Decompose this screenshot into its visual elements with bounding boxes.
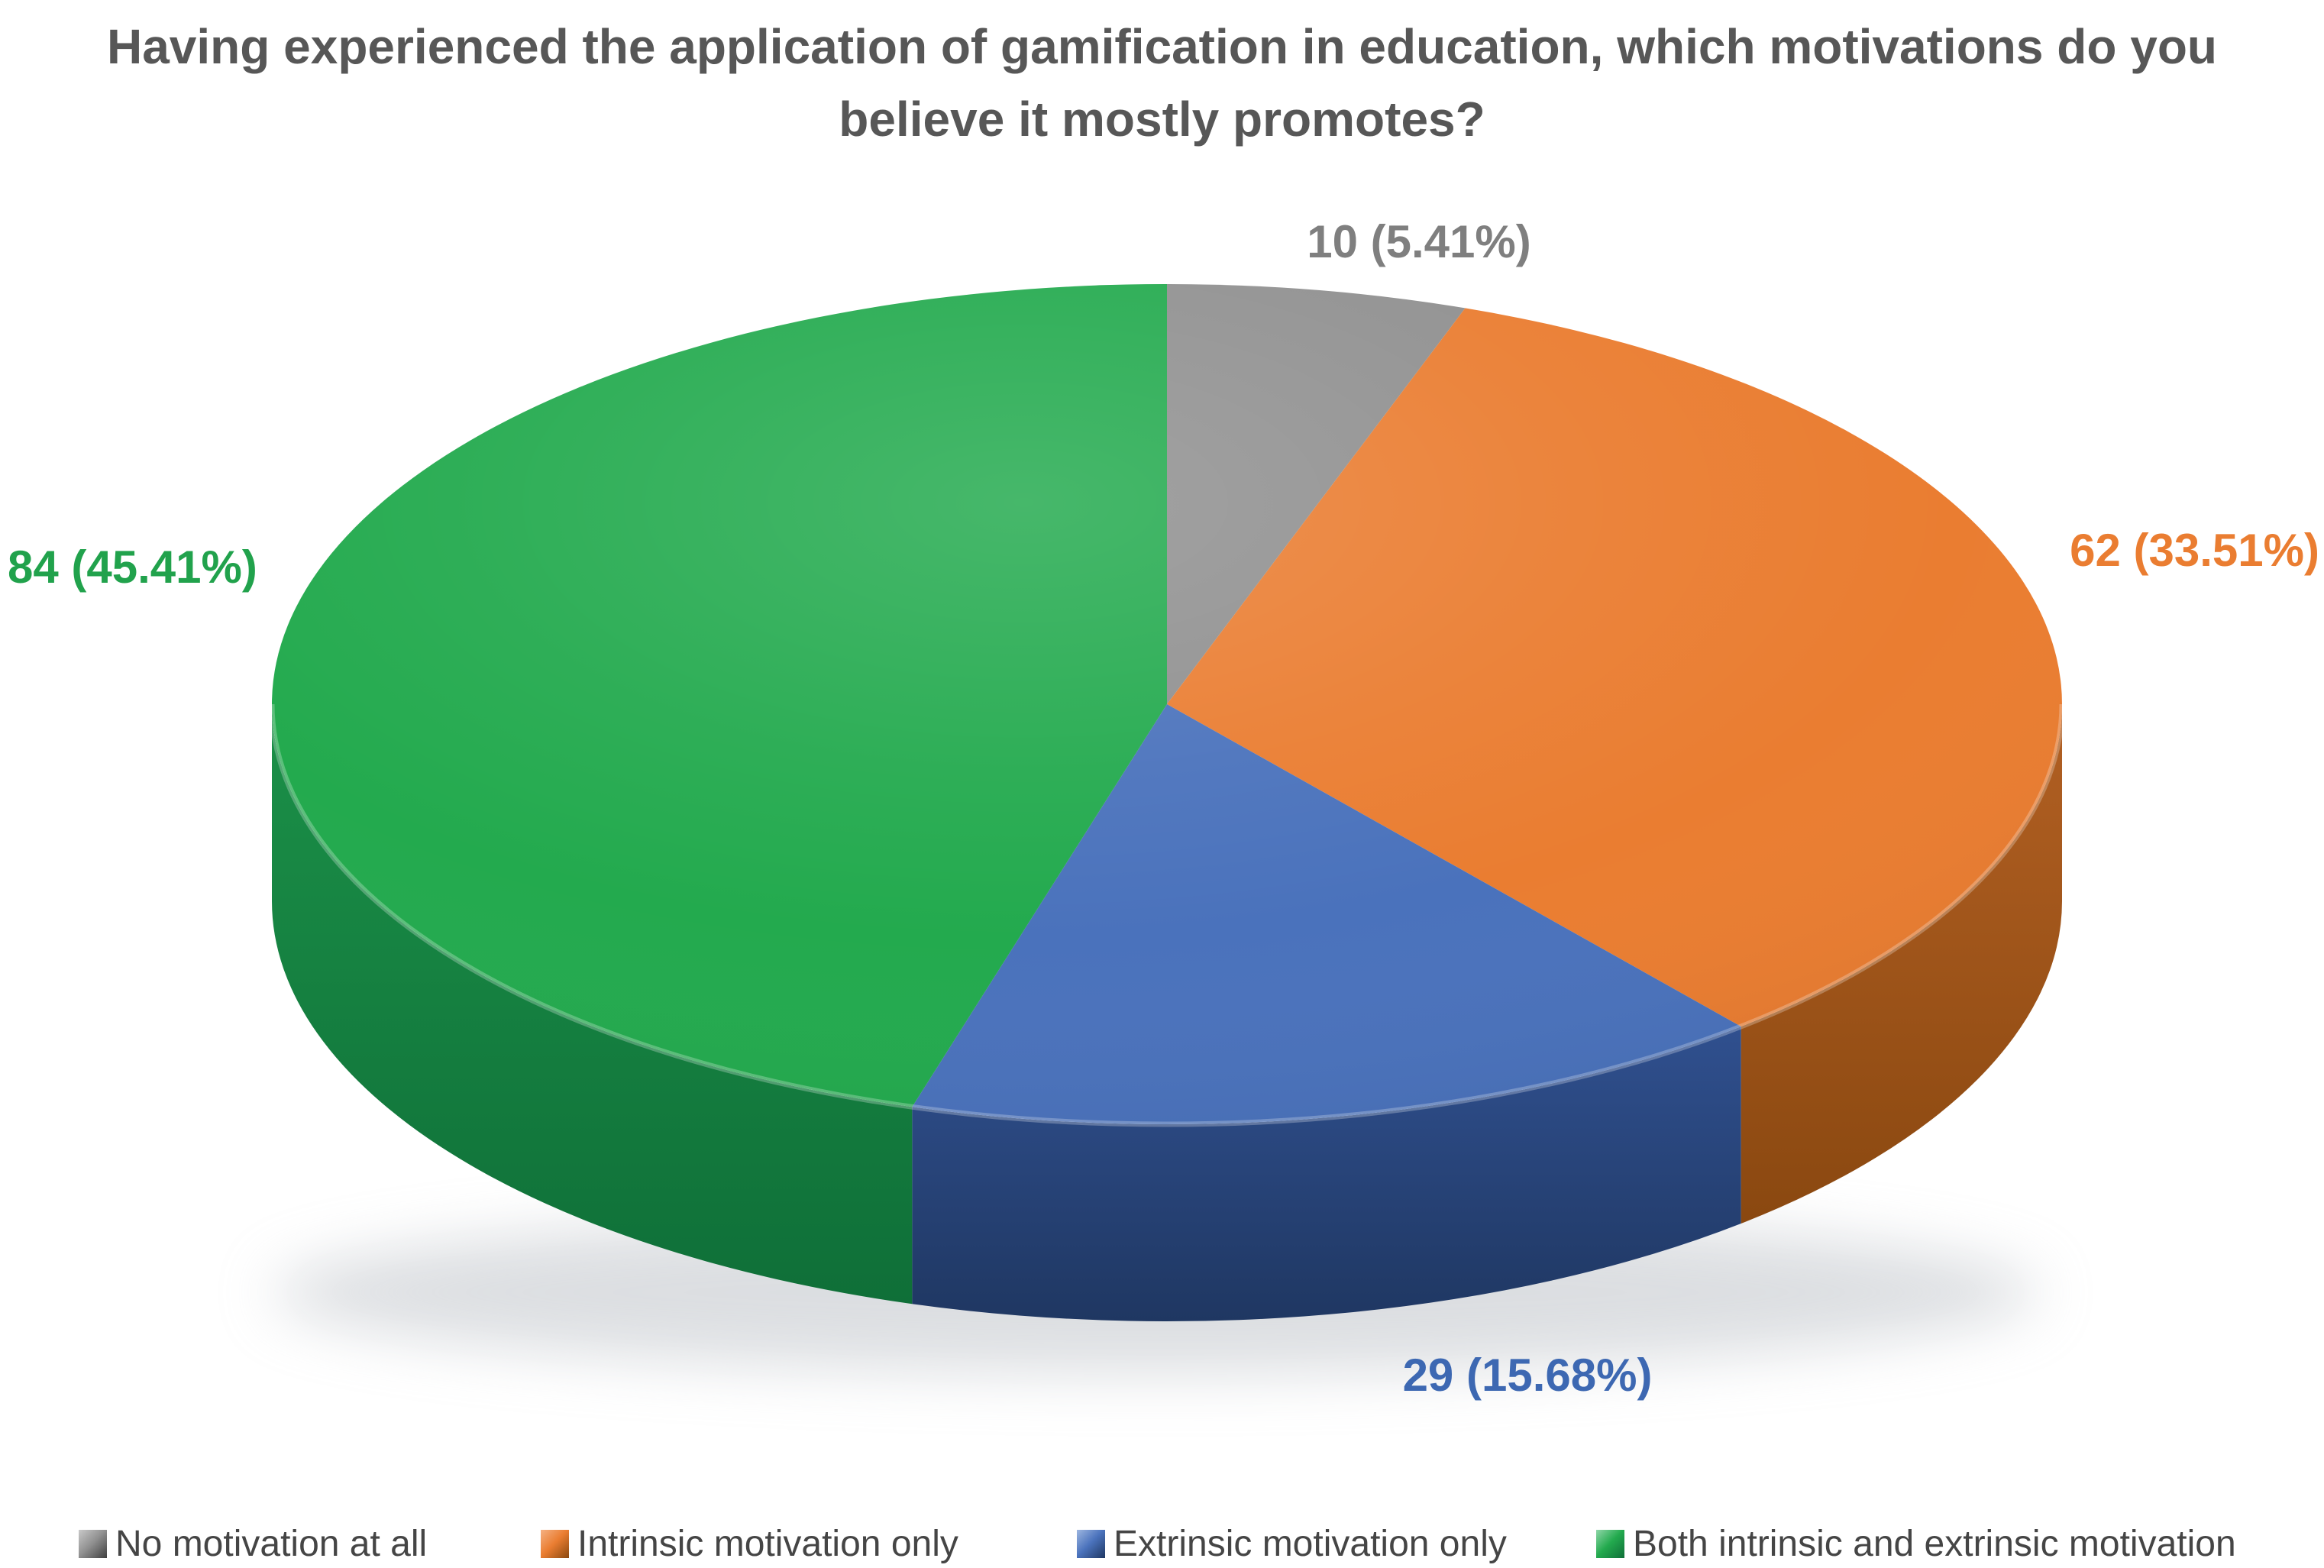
pie-top-gloss bbox=[272, 284, 2062, 1124]
data-label-extrinsic-only: 29 (15.68%) bbox=[1402, 1350, 1653, 1401]
legend-item-extrinsic-only: Extrinsic motivation only bbox=[1077, 1523, 1507, 1565]
legend-item-intrinsic-only: Intrinsic motivation only bbox=[541, 1523, 958, 1565]
legend-key-blue-icon bbox=[1077, 1530, 1105, 1558]
data-label-both-motivations: 84 (45.41%) bbox=[8, 542, 257, 593]
legend-label: Both intrinsic and extrinsic motivation bbox=[1633, 1524, 2236, 1564]
legend-label: Intrinsic motivation only bbox=[577, 1524, 958, 1564]
legend-label: Extrinsic motivation only bbox=[1114, 1524, 1507, 1564]
chart-title: Having experienced the application of ga… bbox=[13, 11, 2312, 156]
legend-item-no-motivation: No motivation at all bbox=[79, 1523, 427, 1565]
data-label-intrinsic-only: 62 (33.51%) bbox=[2070, 525, 2319, 576]
chart-title-line-1: Having experienced the application of ga… bbox=[106, 19, 2218, 74]
legend-key-orange-icon bbox=[541, 1530, 569, 1558]
pie-wall-both-intrinsic-and-extrinsic-motivation bbox=[272, 704, 913, 1305]
legend-label: No motivation at all bbox=[115, 1524, 428, 1564]
legend-item-both-motivations: Both intrinsic and extrinsic motivation bbox=[1596, 1523, 2236, 1565]
pie-wall-extrinsic-motivation-only bbox=[912, 1026, 1741, 1321]
legend-key-gray-icon bbox=[79, 1530, 107, 1558]
data-label-no-motivation: 10 (5.41%) bbox=[1307, 216, 1531, 267]
legend-key-green-icon bbox=[1596, 1530, 1624, 1558]
pie-wall-intrinsic-motivation-only bbox=[1741, 704, 2062, 1224]
chart-title-line-2: believe it mostly promotes? bbox=[839, 92, 1485, 147]
